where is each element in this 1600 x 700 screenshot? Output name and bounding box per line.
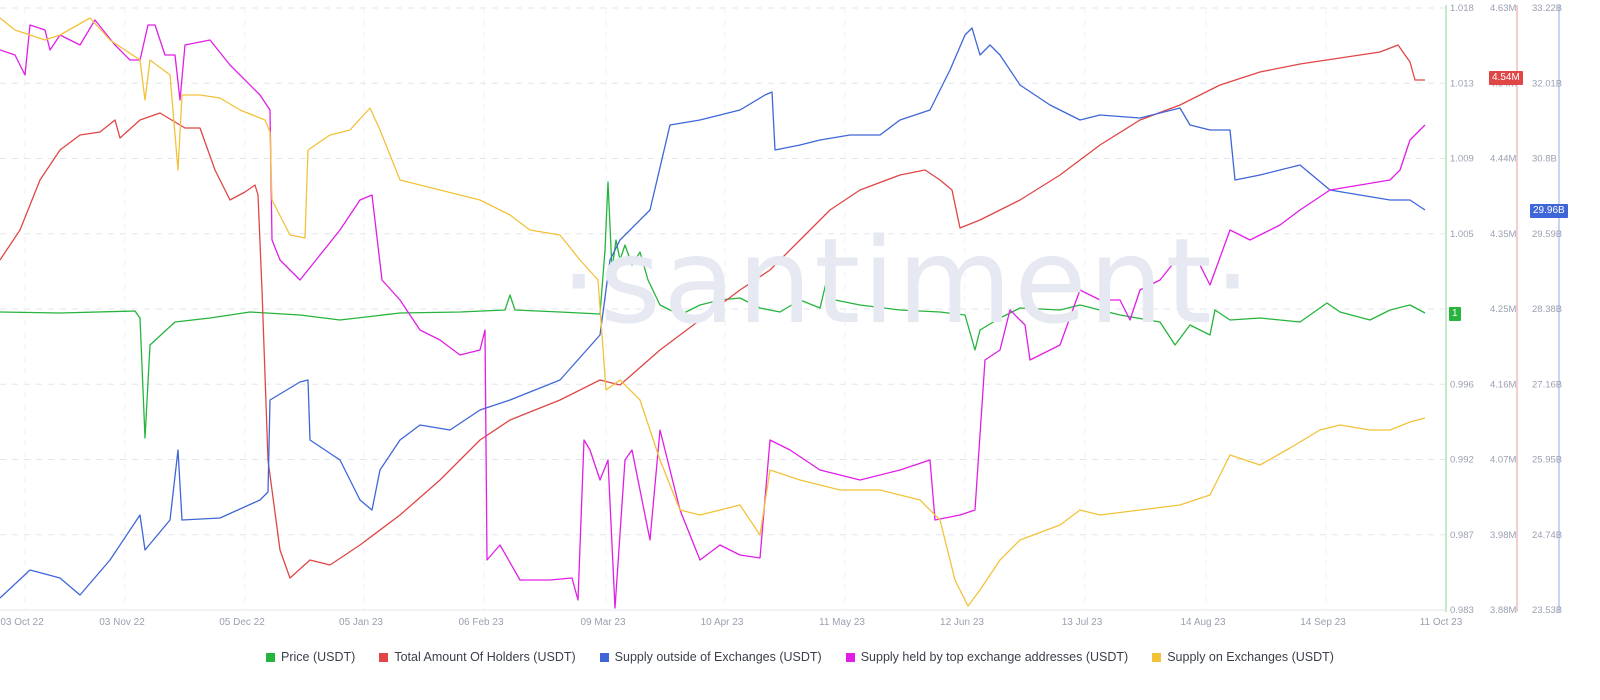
legend-item-supply-on-exchanges[interactable]: Supply on Exchanges (USDT) xyxy=(1152,650,1334,664)
y-tick-label-holders: 4.63M xyxy=(1490,3,1516,14)
legend-item-price[interactable]: Price (USDT) xyxy=(266,650,355,664)
x-tick-label: 06 Feb 23 xyxy=(458,617,503,628)
x-tick-label: 03 Nov 22 xyxy=(99,617,145,628)
y-tick-label-holders: 4.16M xyxy=(1490,379,1516,390)
y-tick-label-supply_outside: 23.53B xyxy=(1532,605,1562,616)
y-tick-label-price: 1.005 xyxy=(1450,229,1474,240)
legend-label: Supply on Exchanges (USDT) xyxy=(1167,650,1334,664)
legend-swatch-icon xyxy=(379,652,389,662)
x-tick-label: 12 Jun 23 xyxy=(940,617,984,628)
y-tick-label-holders: 4.44M xyxy=(1490,154,1516,165)
supply-outside-current-badge: 29.96B xyxy=(1530,204,1568,218)
y-tick-label-price: 0.983 xyxy=(1450,605,1474,616)
y-tick-label-price: 1.018 xyxy=(1450,3,1474,14)
legend-swatch-icon xyxy=(599,652,609,662)
legend-item-supply-outside[interactable]: Supply outside of Exchanges (USDT) xyxy=(599,650,822,664)
y-tick-label-supply_outside: 25.95B xyxy=(1532,455,1562,466)
x-tick-label: 03 Oct 22 xyxy=(0,617,44,628)
legend-item-top-exchange[interactable]: Supply held by top exchange addresses (U… xyxy=(845,650,1129,664)
y-tick-label-supply_outside: 29.59B xyxy=(1532,229,1562,240)
price-current-badge: 1 xyxy=(1449,307,1461,321)
legend-swatch-icon xyxy=(845,652,855,662)
x-tick-label: 13 Jul 23 xyxy=(1062,617,1103,628)
legend-swatch-icon xyxy=(266,652,276,662)
y-tick-label-holders: 3.98M xyxy=(1490,530,1516,541)
chart-area[interactable]: 03 Oct 22 03 Nov 22 05 Dec 22 05 Jan 23 06 F… xyxy=(0,0,1600,640)
y-tick-label-supply_outside: 33.22B xyxy=(1532,3,1562,14)
legend-label: Supply held by top exchange addresses (U… xyxy=(860,650,1129,664)
y-tick-label-price: 0.996 xyxy=(1450,379,1474,390)
y-tick-label-holders: 3.88M xyxy=(1490,605,1516,616)
series-line-1[interactable] xyxy=(0,44,1425,579)
y-tick-label-supply_outside: 28.38B xyxy=(1532,304,1562,315)
x-tick-label: 11 Oct 23 xyxy=(1420,617,1463,628)
legend-swatch-icon xyxy=(1152,652,1162,662)
legend-label: Total Amount Of Holders (USDT) xyxy=(394,650,576,664)
series-line-2[interactable] xyxy=(0,27,1426,599)
y-tick-label-price: 0.987 xyxy=(1450,530,1474,541)
legend-label: Supply outside of Exchanges (USDT) xyxy=(614,650,822,664)
chart-svg[interactable]: 03 Oct 22 03 Nov 22 05 Dec 22 05 Jan 23 06 F… xyxy=(0,0,1600,640)
y-tick-label-price: 0.992 xyxy=(1450,455,1474,466)
x-tick-label: 10 Apr 23 xyxy=(701,617,744,628)
y-tick-label-supply_outside: 30.8B xyxy=(1532,154,1557,165)
x-tick-label: 05 Jan 23 xyxy=(339,617,383,628)
x-tick-label: 14 Aug 23 xyxy=(1180,617,1225,628)
y-tick-label-supply_outside: 32.01B xyxy=(1532,78,1562,89)
legend-item-holders[interactable]: Total Amount Of Holders (USDT) xyxy=(379,650,576,664)
y-tick-label-holders: 4.25M xyxy=(1490,304,1516,315)
series-line-4[interactable] xyxy=(0,17,1426,607)
y-tick-label-price: 1.013 xyxy=(1450,78,1474,89)
y-tick-label-supply_outside: 24.74B xyxy=(1532,530,1562,541)
y-tick-label-price: 1.009 xyxy=(1450,154,1474,165)
x-tick-label: 09 Mar 23 xyxy=(580,617,625,628)
x-tick-label: 14 Sep 23 xyxy=(1300,617,1346,628)
legend-label: Price (USDT) xyxy=(281,650,356,664)
series-line-3[interactable] xyxy=(0,19,1426,609)
y-tick-label-holders: 4.35M xyxy=(1490,229,1516,240)
holders-current-badge: 4.54M xyxy=(1489,71,1523,85)
chart-legend: Price (USDT) Total Amount Of Holders (US… xyxy=(0,650,1600,664)
y-tick-label-supply_outside: 27.16B xyxy=(1532,379,1562,390)
x-tick-label: 11 May 23 xyxy=(819,617,865,628)
x-tick-label: 05 Dec 22 xyxy=(219,617,265,628)
series-line-0[interactable] xyxy=(0,181,1426,439)
y-tick-label-holders: 4.07M xyxy=(1490,455,1516,466)
